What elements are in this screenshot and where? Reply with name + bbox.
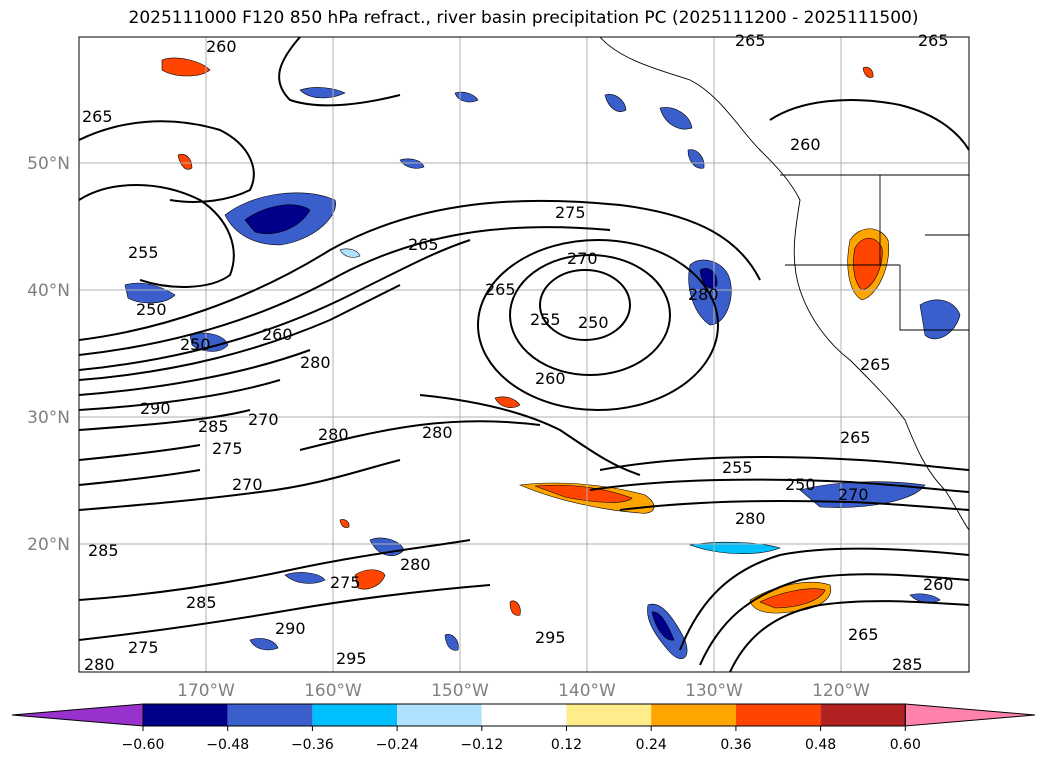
contour-label: 265 (848, 625, 879, 644)
contour-label: 265 (408, 235, 439, 254)
graticule (79, 37, 969, 672)
contour-label: 265 (918, 31, 949, 50)
lon-label: 130°W (685, 681, 743, 701)
colorbar-tick-label: −0.60 (122, 737, 165, 753)
colorbar-segment (481, 704, 567, 726)
contour-label: 260 (206, 37, 237, 56)
contour-label: 295 (336, 649, 367, 668)
contour-label: 280 (735, 509, 766, 528)
contour-label: 255 (530, 310, 561, 329)
lat-label: 30°N (27, 408, 70, 428)
contour-label: 270 (232, 475, 263, 494)
lon-label: 140°W (558, 681, 616, 701)
precip-positive-patches (161, 57, 890, 616)
contour-label: 265 (485, 280, 516, 299)
contour-label: 260 (923, 575, 954, 594)
contour-label: 260 (790, 135, 821, 154)
contour-label: 255 (722, 458, 753, 477)
colorbar-tick-label: −0.24 (376, 737, 419, 753)
contour-label: 280 (422, 423, 453, 442)
lon-label: 160°W (304, 681, 362, 701)
colorbar-segment (566, 704, 652, 726)
contour-label: 265 (860, 355, 891, 374)
lon-label: 120°W (812, 681, 870, 701)
contour-label: 255 (128, 243, 159, 262)
contour-label: 270 (248, 410, 279, 429)
colorbar: −0.60 −0.48 −0.36 −0.24 −0.12 0.12 0.24 0.36 0.4… (11, 703, 1036, 753)
contour-label: 285 (892, 655, 923, 674)
contour-label: 250 (136, 300, 167, 319)
map-frame (78, 36, 970, 673)
colorbar-segment (227, 704, 313, 726)
contour-label: 260 (262, 325, 293, 344)
refractivity-contours (79, 37, 969, 672)
contour-labels: 260 265 265 265 255 250 250 265 275 270 … (82, 31, 954, 674)
colorbar-segment (820, 704, 906, 726)
contour-label: 265 (735, 31, 766, 50)
map-area (79, 37, 969, 672)
colorbar-tick-label: 0.24 (636, 737, 667, 753)
contour-label: 265 (82, 107, 113, 126)
contour-label: 280 (318, 425, 349, 444)
lat-label: 20°N (27, 535, 70, 555)
contour-label: 270 (838, 485, 869, 504)
colorbar-segment (651, 704, 736, 726)
contour-label: 265 (840, 428, 871, 447)
lon-label: 150°W (431, 681, 489, 701)
map-title: 2025111000 F120 850 hPa refract., river … (128, 8, 919, 28)
lat-label: 50°N (27, 154, 70, 174)
lon-label: 170°W (177, 681, 235, 701)
contour-label: 290 (140, 399, 171, 418)
latitude-labels: 50°N 40°N 30°N 20°N (27, 154, 70, 555)
contour-label: 280 (400, 555, 431, 574)
contour-label: 295 (535, 628, 566, 647)
contour-label: 250 (785, 475, 816, 494)
colorbar-outline (142, 703, 906, 727)
contour-label: 275 (128, 638, 159, 657)
colorbar-extend-high (904, 703, 1036, 727)
colorbar-segment (397, 704, 482, 726)
colorbar-tick-label: 0.48 (805, 737, 836, 753)
contour-label: 285 (88, 541, 119, 560)
colorbar-tick-label: −0.48 (206, 737, 249, 753)
contour-label: 270 (567, 249, 598, 268)
contour-label: 285 (186, 593, 217, 612)
contour-label: 280 (84, 655, 115, 674)
contour-label: 260 (535, 369, 566, 388)
contour-label: 275 (555, 203, 586, 222)
colorbar-segment (312, 704, 398, 726)
colorbar-tick-label: 0.12 (551, 737, 582, 753)
contour-label: 285 (198, 417, 229, 436)
colorbar-tick-label: 0.36 (720, 737, 751, 753)
colorbar-segment (143, 704, 228, 726)
lat-label: 40°N (27, 281, 70, 301)
contour-label: 250 (578, 313, 609, 332)
contour-label: 290 (275, 619, 306, 638)
coastline (599, 37, 969, 531)
colorbar-tick-label: −0.36 (291, 737, 334, 753)
contour-label: 275 (330, 573, 361, 592)
contour-label: 275 (212, 439, 243, 458)
colorbar-extend-low (11, 703, 144, 727)
contour-label: 250 (180, 335, 211, 354)
contour-label: 280 (688, 285, 719, 304)
longitude-labels: 170°W 160°W 150°W 140°W 130°W 120°W (177, 681, 870, 701)
colorbar-tick-label: −0.12 (460, 737, 503, 753)
contour-label: 280 (300, 353, 331, 372)
colorbar-segment (735, 704, 821, 726)
colorbar-tick-label: 0.60 (890, 737, 921, 753)
